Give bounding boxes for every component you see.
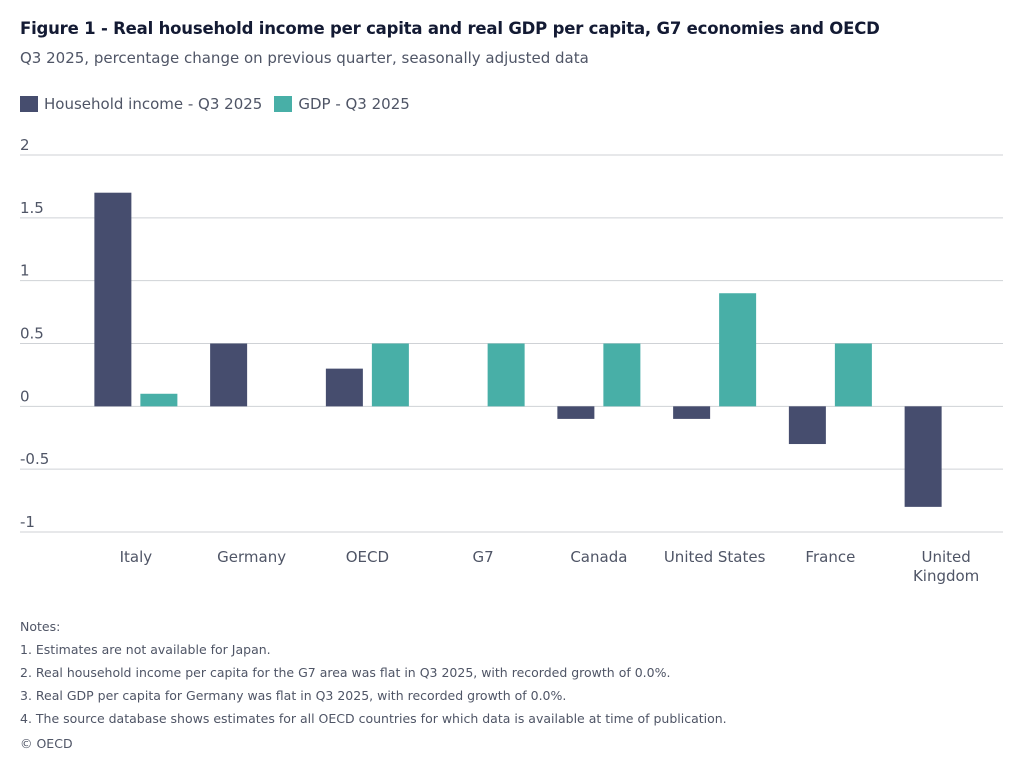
bar-household xyxy=(557,406,595,419)
x-tick-label: Kingdom xyxy=(913,567,979,585)
legend-item-household[interactable]: Household income - Q3 2025 xyxy=(20,95,262,113)
legend: Household income - Q3 2025 GDP - Q3 2025 xyxy=(20,95,422,113)
x-tick-label: Canada xyxy=(570,548,627,566)
bar-gdp xyxy=(834,343,872,407)
bar-household xyxy=(94,192,132,407)
legend-label-gdp: GDP - Q3 2025 xyxy=(298,95,410,113)
notes: Notes: 1. Estimates are not available fo… xyxy=(20,615,727,730)
x-tick-label: G7 xyxy=(473,548,494,566)
y-tick-label: 1.5 xyxy=(20,199,44,217)
bar-gdp xyxy=(487,343,525,407)
x-tick-label: Germany xyxy=(217,548,286,566)
chart-subtitle: Q3 2025, percentage change on previous q… xyxy=(20,49,589,67)
x-tick-label: United States xyxy=(664,548,766,566)
x-tick-label: OECD xyxy=(346,548,389,566)
note-3: 3. Real GDP per capita for Germany was f… xyxy=(20,688,567,703)
y-tick-label: 2 xyxy=(20,136,30,154)
note-2: 2. Real household income per capita for … xyxy=(20,665,671,680)
bar-gdp xyxy=(140,393,178,407)
bar-household xyxy=(210,343,248,407)
copyright: © OECD xyxy=(20,736,73,751)
y-tick-label: 0.5 xyxy=(20,325,44,343)
y-tick-label: 0 xyxy=(20,387,30,405)
notes-heading: Notes: xyxy=(20,619,61,634)
legend-swatch-household xyxy=(20,96,38,112)
y-tick-label: -0.5 xyxy=(20,450,49,468)
x-tick-label: United xyxy=(921,548,970,566)
bar-household xyxy=(788,406,826,445)
x-tick-label: France xyxy=(805,548,855,566)
bar-gdp xyxy=(603,343,641,407)
chart-title: Figure 1 - Real household income per cap… xyxy=(20,19,880,38)
note-4: 4. The source database shows estimates f… xyxy=(20,711,727,726)
bar-household xyxy=(325,368,363,407)
y-tick-label: -1 xyxy=(20,513,35,531)
legend-swatch-gdp xyxy=(274,96,293,112)
bar-gdp xyxy=(371,343,409,407)
note-1: 1. Estimates are not available for Japan… xyxy=(20,642,271,657)
x-tick-label: Italy xyxy=(120,548,153,566)
bar-gdp xyxy=(719,293,757,407)
bar-household xyxy=(673,406,711,419)
legend-item-gdp[interactable]: GDP - Q3 2025 xyxy=(274,95,410,113)
legend-label-household: Household income - Q3 2025 xyxy=(44,95,263,113)
bar-chart: 2 1.5 1 0.5 0 -0.5 -1 Italy Germany OECD G7 Canada U… xyxy=(20,136,1003,585)
bar-household xyxy=(904,406,942,507)
y-tick-label: 1 xyxy=(20,262,30,280)
